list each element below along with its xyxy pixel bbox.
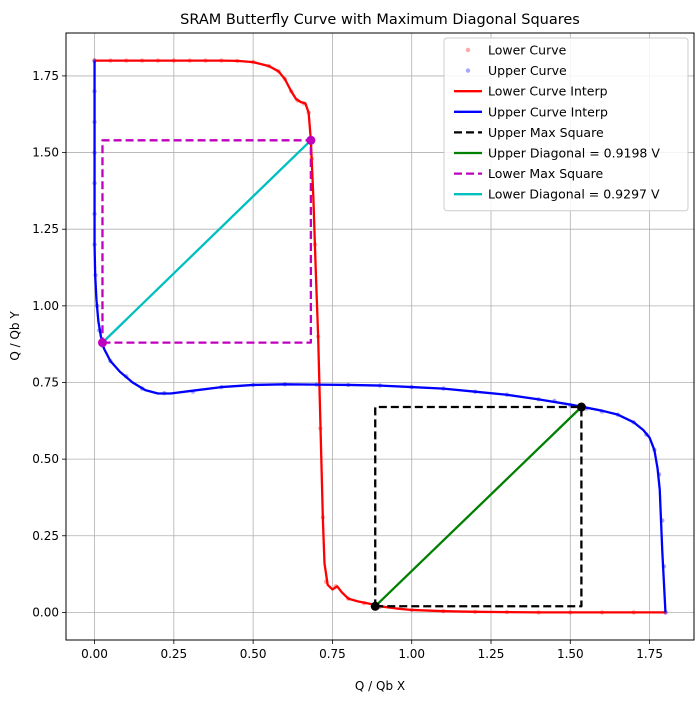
x-axis-ticks: 0.00 0.25 0.50 0.75 1.00 1.25 1.50 1.75: [81, 640, 663, 661]
legend-swatch-upper-curve: [465, 68, 471, 73]
legend-label: Lower Max Square: [488, 166, 604, 181]
legend-box: [443, 37, 689, 212]
legend-label: Upper Curve: [488, 63, 567, 78]
y-tick-label: 0.75: [32, 375, 59, 389]
x-tick-label: 0.00: [81, 647, 108, 661]
legend-label: Upper Diagonal = 0.9198 V: [488, 146, 660, 161]
corner-marker: [306, 135, 316, 145]
corner-marker: [97, 338, 107, 348]
legend-label: Upper Max Square: [488, 125, 604, 140]
axes-frame: [65, 32, 695, 641]
x-tick-label: 1.75: [636, 647, 663, 661]
y-tick-label: 1.75: [32, 69, 59, 83]
y-tick-label: 1.50: [32, 146, 59, 160]
legend-label: Lower Curve: [488, 43, 567, 58]
upper-diagonal-0-9198-v-line: [374, 406, 583, 608]
y-axis-ticks: 0.00 0.25 0.50 0.75 1.00 1.25 1.50 1.75: [32, 69, 66, 619]
legend-swatch-lower-curve: [465, 47, 471, 53]
lower-diagonal-0-9297-v-line: [101, 139, 312, 344]
corner-marker: [576, 402, 586, 412]
y-tick-label: 0.25: [32, 529, 59, 543]
x-tick-label: 0.25: [160, 647, 187, 661]
chart-title: SRAM Butterfly Curve with Maximum Diagon…: [180, 12, 580, 28]
legend-label: Lower Diagonal = 0.9297 V: [488, 187, 660, 202]
plot-series-group: [92, 58, 668, 615]
x-tick-label: 1.50: [557, 647, 584, 661]
corner-marker: [370, 601, 380, 611]
y-tick-label: 1.00: [32, 299, 59, 313]
x-tick-label: 1.00: [398, 647, 425, 661]
y-tick-label: 1.25: [32, 222, 59, 236]
y-tick-label: 0.50: [32, 452, 59, 466]
y-tick-label: 0.00: [32, 605, 59, 619]
legend-label: Upper Curve Interp: [488, 104, 608, 119]
upper-max-square-line: [374, 405, 583, 608]
y-axis-label: Q / Qb Y: [8, 311, 22, 361]
legend-label: Lower Curve Interp: [488, 84, 608, 99]
lower-curve-interp-line: [94, 59, 666, 614]
x-axis-label: Q / Qb X: [355, 679, 405, 693]
upper-curve-interp-line: [93, 60, 667, 613]
x-tick-label: 0.75: [319, 647, 346, 661]
x-tick-label: 0.50: [240, 647, 267, 661]
x-tick-label: 1.25: [478, 647, 505, 661]
legend: Lower Curve Upper Curve Lower Curve Interp…: [443, 37, 689, 212]
